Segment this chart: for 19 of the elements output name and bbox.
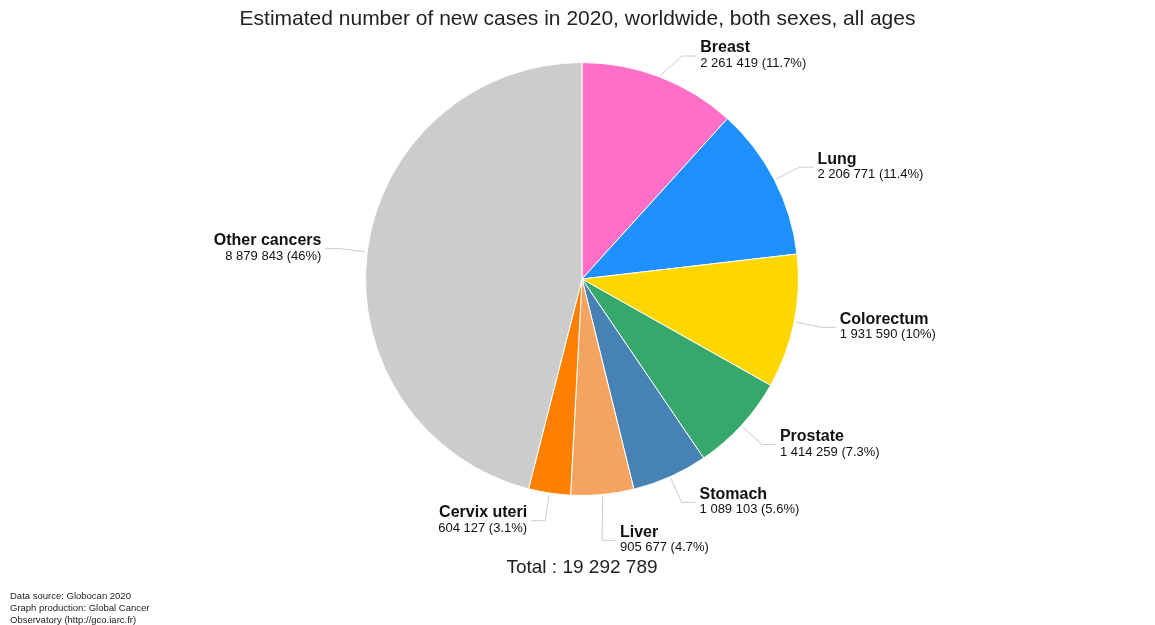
data-label: 1 414 259 (7.3%): [779, 443, 880, 459]
slice-label: Prostate: [779, 426, 845, 444]
text: Total : 19 292 789: [505, 556, 659, 578]
slice-label: Other cancers: [213, 230, 322, 248]
source-note: Data source: Globocan 2020 Graph production: Global Cancer Observatory (http://gco.iarc.fr): [10, 590, 151, 625]
data-label: 1 931 590 (10%): [839, 326, 936, 342]
slice-label: Cervix uteri: [439, 503, 528, 521]
data-label: 905 677 (4.7%): [620, 539, 709, 555]
data-label: 604 127 (3.1%): [438, 519, 528, 535]
slice-label: Stomach: [699, 484, 768, 502]
slice-label: Lung: [817, 149, 857, 167]
data-label: 8 879 843 (46%): [225, 247, 322, 263]
data-label: 2 206 771 (11.4%): [817, 166, 924, 182]
data-label: 1 089 103 (5.6%): [699, 501, 800, 517]
chart-title: Estimated number of new cases in 2020, worldwide, both sexes, all ages: [238, 6, 917, 30]
slice-label: Breast: [700, 38, 751, 56]
data-label: 2 261 419 (11.7%): [700, 55, 807, 71]
slice-label: Liver: [620, 522, 659, 540]
slice-label: Colorectum: [839, 309, 929, 327]
